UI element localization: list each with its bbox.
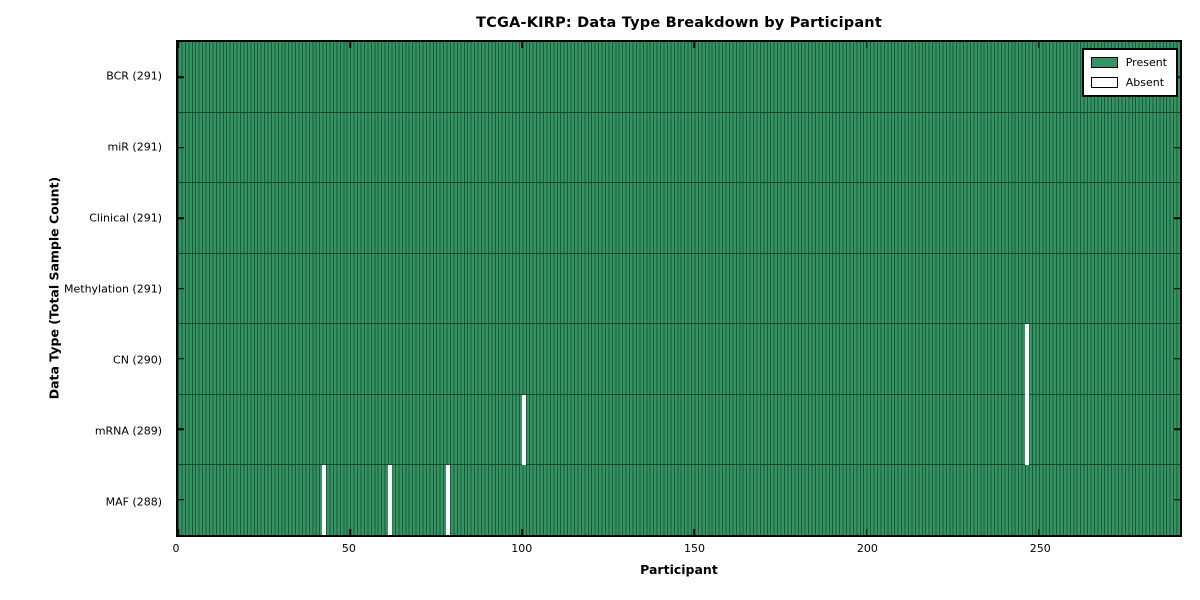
legend-swatch-absent (1090, 77, 1118, 88)
y-tick-mark (1174, 217, 1180, 219)
legend-swatch-present (1090, 57, 1118, 68)
absent-marker (446, 465, 451, 536)
x-axis-label: Participant (640, 562, 718, 577)
x-tick-mark (521, 42, 524, 48)
y-tick-labels: BCR (291) miR (291) Clinical (291) Methylat… (0, 40, 168, 537)
absent-marker (521, 394, 527, 466)
y-tick-mark (178, 76, 184, 78)
y-tick-mark (178, 499, 184, 501)
x-tick-label: 250 (1029, 542, 1051, 555)
legend-label: Present (1125, 56, 1167, 69)
absent-marker (387, 465, 392, 536)
x-tick-mark (349, 529, 351, 535)
row-miR (178, 113, 1180, 184)
x-tick-mark (177, 529, 179, 535)
x-tick-label: 200 (856, 542, 878, 555)
x-tick-mark (521, 529, 524, 535)
y-tick-label: MAF (288) (105, 495, 162, 508)
x-tick-mark (1038, 529, 1040, 535)
y-tick-mark (1174, 146, 1180, 149)
y-tick-label: BCR (291) (106, 69, 162, 82)
x-tick-labels: 0 50 100 150 200 250 (172, 542, 1182, 558)
x-tick-label: 0 (172, 542, 180, 555)
row-Clinical (178, 183, 1180, 254)
y-tick-mark (178, 287, 184, 290)
row-Methylation (178, 254, 1180, 325)
legend-item-absent: Absent (1090, 76, 1167, 89)
x-tick-mark (865, 42, 868, 48)
chart-title: TCGA-KIRP: Data Type Breakdown by Partic… (476, 15, 882, 31)
row-BCR (178, 42, 1180, 113)
x-tick-label: 150 (684, 542, 706, 555)
x-tick-mark (693, 529, 696, 535)
x-tick-mark (1038, 42, 1040, 48)
y-tick-mark (178, 146, 184, 149)
y-tick-mark (1174, 358, 1180, 360)
x-tick-mark (177, 42, 179, 48)
y-tick-mark (178, 358, 184, 360)
row-mRNA (178, 394, 1180, 466)
row-CN (178, 324, 1180, 395)
x-tick-mark (693, 42, 696, 48)
y-tick-mark (178, 217, 184, 219)
y-tick-mark (1174, 499, 1180, 501)
y-tick-label: Clinical (291) (89, 211, 162, 224)
y-tick-label: CN (290) (113, 353, 162, 366)
y-tick-label: Methylation (291) (64, 282, 162, 295)
legend: Present Absent (1081, 48, 1178, 97)
x-tick-mark (349, 42, 351, 48)
legend-label: Absent (1125, 76, 1165, 89)
absent-marker (1024, 394, 1029, 466)
y-tick-label: miR (291) (107, 140, 163, 153)
y-tick-mark (1174, 428, 1180, 431)
y-tick-mark (178, 428, 184, 431)
x-tick-label: 100 (511, 542, 533, 555)
y-tick-label: mRNA (289) (94, 424, 162, 437)
heatmap-rows (178, 42, 1180, 536)
plot-area: Present Absent (176, 40, 1182, 537)
x-tick-label: 50 (341, 542, 356, 555)
legend-item-present: Present (1090, 56, 1167, 69)
x-tick-mark (865, 529, 868, 535)
absent-marker (322, 465, 327, 536)
y-tick-mark (1174, 287, 1180, 290)
row-MAF (178, 465, 1180, 536)
absent-marker (1024, 324, 1029, 395)
